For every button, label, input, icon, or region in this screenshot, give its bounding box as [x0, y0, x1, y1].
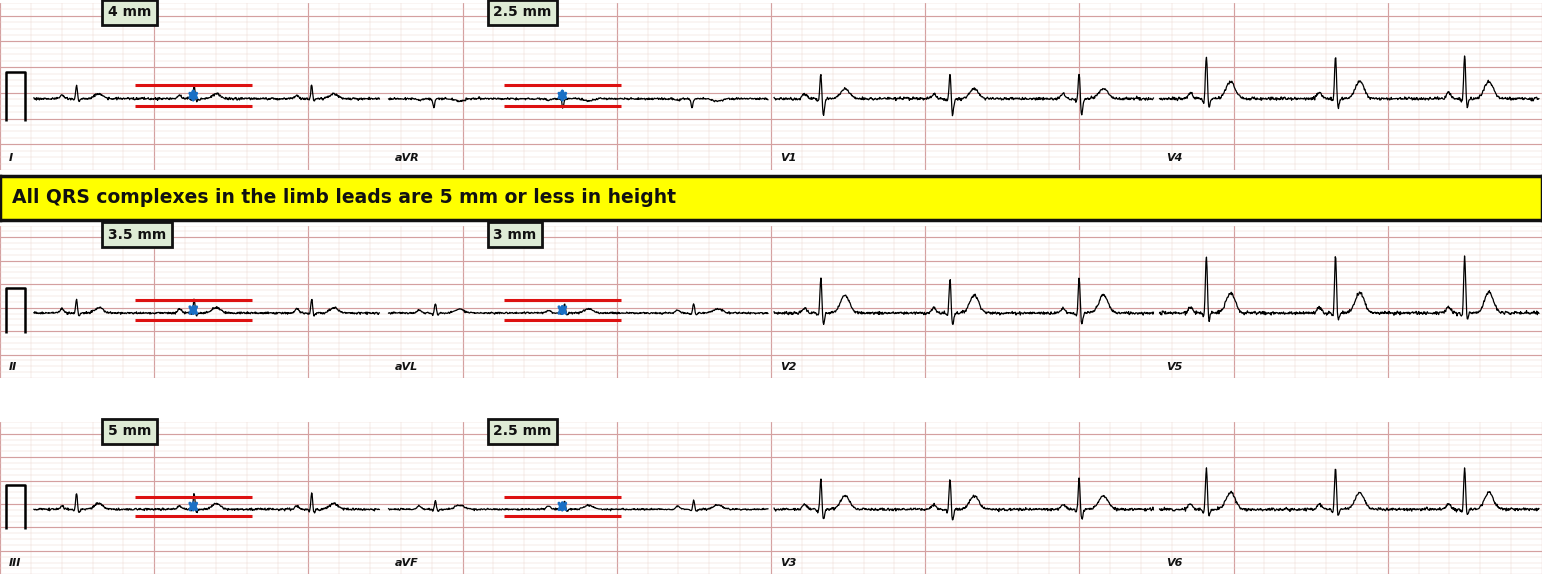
Text: 3.5 mm: 3.5 mm: [108, 228, 167, 242]
Text: I: I: [9, 153, 14, 163]
Text: aVL: aVL: [395, 362, 418, 372]
Text: aVR: aVR: [395, 153, 419, 163]
Text: aVF: aVF: [395, 558, 418, 568]
Text: V5: V5: [1166, 362, 1183, 372]
Text: 2.5 mm: 2.5 mm: [493, 5, 552, 19]
Text: V4: V4: [1166, 153, 1183, 163]
Text: V1: V1: [780, 153, 797, 163]
Text: 3 mm: 3 mm: [493, 228, 537, 242]
Text: 2.5 mm: 2.5 mm: [493, 424, 552, 438]
Text: III: III: [9, 558, 22, 568]
Text: II: II: [9, 362, 17, 372]
Text: V2: V2: [780, 362, 797, 372]
Text: 5 mm: 5 mm: [108, 424, 151, 438]
Text: V6: V6: [1166, 558, 1183, 568]
Text: All QRS complexes in the limb leads are 5 mm or less in height: All QRS complexes in the limb leads are …: [12, 188, 677, 207]
Text: 4 mm: 4 mm: [108, 5, 151, 19]
Text: V3: V3: [780, 558, 797, 568]
